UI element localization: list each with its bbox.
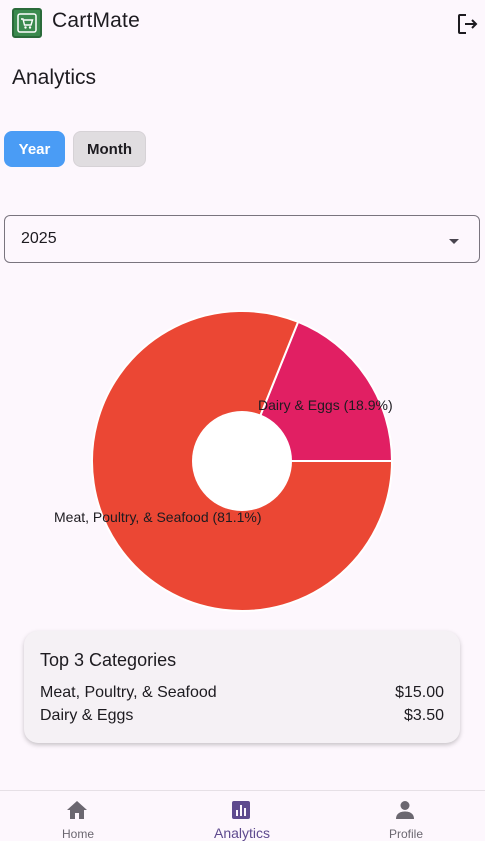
year-select[interactable]: 2025 — [4, 215, 480, 263]
nav-item-profile[interactable]: Profile — [346, 791, 466, 841]
nav-label-home: Home — [61, 827, 94, 841]
card-title: Top 3 Categories — [40, 650, 177, 670]
slice-label: Meat, Poultry, & Seafood (81.1%) — [54, 509, 262, 525]
nav-label-analytics: Analytics — [213, 825, 271, 841]
category-amount: $15.00 — [395, 684, 444, 701]
app-header: CartMate — [0, 0, 485, 46]
category-donut-chart: Dairy & Eggs (18.9%) Meat, Poultry, & Sea… — [54, 310, 394, 612]
donut-hole — [192, 411, 292, 511]
month-toggle-button[interactable]: Month — [73, 131, 146, 167]
top-categories-card: Top 3 Categories Meat, Poultry, & Seafoo… — [24, 631, 460, 743]
pie-slice — [240, 320, 394, 462]
list-item: Meat, Poultry, & Seafood $15.00 — [40, 684, 444, 706]
bottom-navigation: Home Analytics Profile — [0, 790, 485, 841]
category-name: Dairy & Eggs — [40, 707, 134, 724]
slice-label: Dairy & Eggs (18.9%) — [258, 397, 393, 413]
app-title: CartMate — [52, 9, 140, 32]
list-item: Dairy & Eggs $3.50 — [40, 707, 444, 729]
nav-item-home[interactable]: Home — [18, 791, 138, 841]
home-icon — [67, 801, 87, 819]
arrow-drop-down-icon — [447, 233, 461, 251]
person-icon — [396, 801, 414, 819]
year-select-value: 2025 — [21, 230, 57, 247]
logout-icon[interactable] — [456, 12, 480, 36]
page-title: Analytics — [12, 66, 97, 89]
category-amount: $3.50 — [403, 707, 444, 724]
category-name: Meat, Poultry, & Seafood — [40, 684, 217, 701]
nav-item-analytics[interactable]: Analytics — [182, 791, 302, 841]
nav-label-profile: Profile — [388, 827, 423, 841]
year-toggle-button[interactable]: Year — [4, 131, 65, 167]
shopping-cart-icon — [12, 8, 42, 38]
analytics-icon — [232, 801, 250, 819]
